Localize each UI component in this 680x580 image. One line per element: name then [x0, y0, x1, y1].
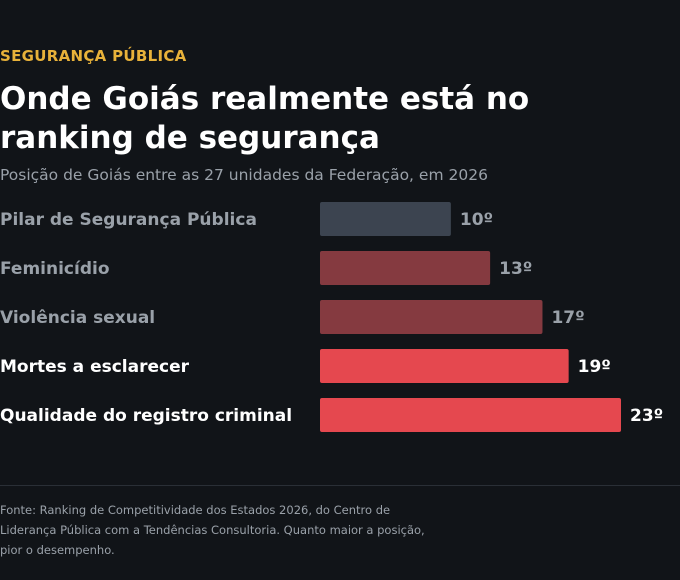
- category-label: Pilar de Segurança Pública: [0, 210, 257, 230]
- chart-title: Onde Goiás realmente está no ranking de …: [0, 81, 530, 156]
- section-kicker: SEGURANÇA PÚBLICA: [0, 47, 187, 65]
- chart-subtitle: Posição de Goiás entre as 27 unidades da…: [0, 166, 488, 184]
- value-label: 10º: [460, 210, 493, 230]
- source-note: Fonte: Ranking de Competitividade dos Es…: [0, 503, 425, 557]
- value-label: 19º: [578, 357, 611, 377]
- category-label: Qualidade do registro criminal: [0, 406, 292, 426]
- ranking-bar: [320, 300, 543, 334]
- ranking-bar-chart: Pilar de Segurança Pública 10º Feminicídio…: [0, 202, 663, 432]
- ranking-bar: [320, 349, 569, 383]
- value-label: 13º: [499, 259, 532, 279]
- category-label: Feminicídio: [0, 259, 110, 279]
- value-label: 23º: [630, 406, 663, 426]
- category-label: Mortes a esclarecer: [0, 357, 190, 377]
- ranking-bar: [320, 251, 491, 285]
- value-label: 17º: [551, 308, 584, 328]
- ranking-bar: [320, 398, 621, 432]
- category-label: Violência sexual: [0, 308, 155, 328]
- footer-divider: [0, 485, 680, 486]
- ranking-bar: [320, 202, 451, 236]
